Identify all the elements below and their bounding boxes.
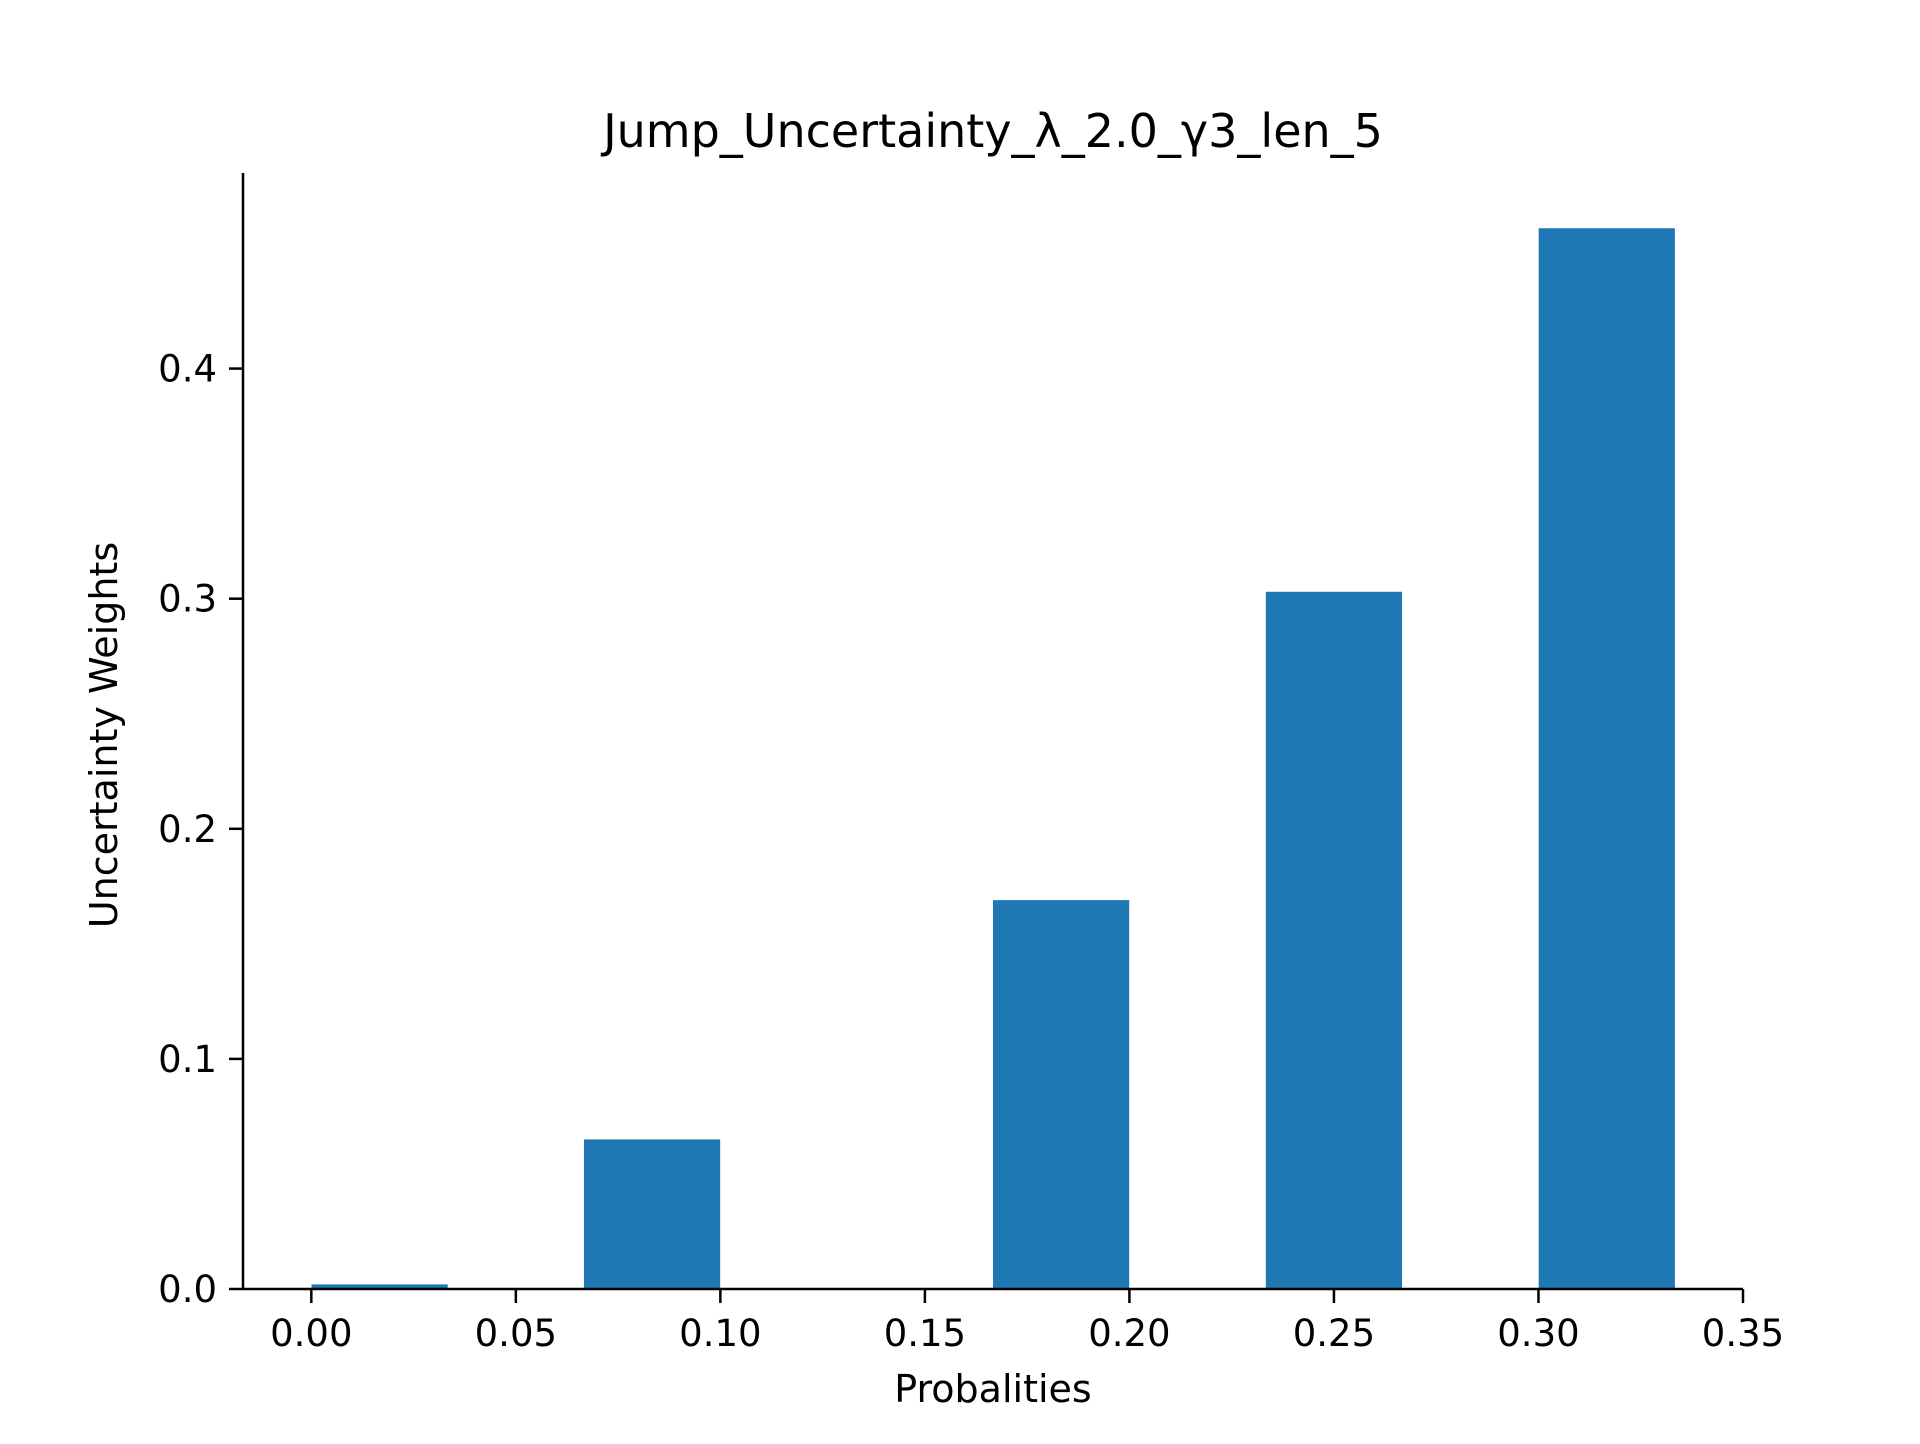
x-tick-label: 0.30 — [1497, 1312, 1579, 1355]
chart-title: Jump_Uncertainty_λ_2.0_γ3_len_5 — [600, 104, 1383, 158]
x-ticks: 0.00 0.05 0.10 0.15 0.20 0.25 0.30 0.35 — [270, 1289, 1784, 1355]
bar-3 — [1265, 591, 1403, 1289]
x-tick-label: 0.35 — [1702, 1312, 1784, 1355]
y-tick-label: 0.4 — [158, 348, 217, 391]
y-ticks: 0.0 0.1 0.2 0.3 0.4 — [158, 348, 243, 1311]
y-axis-label: Uncertainty Weights — [82, 542, 126, 928]
y-tick-label: 0.2 — [158, 808, 217, 851]
y-tick-label: 0.3 — [158, 578, 217, 621]
bar-0 — [311, 1284, 448, 1289]
x-tick-label: 0.20 — [1088, 1312, 1170, 1355]
x-tick-label: 0.15 — [884, 1312, 966, 1355]
bar-1 — [583, 1139, 721, 1289]
x-tick-label: 0.00 — [270, 1312, 352, 1355]
x-tick-label: 0.10 — [679, 1312, 761, 1355]
y-tick-label: 0.1 — [158, 1038, 217, 1081]
x-tick-label: 0.05 — [475, 1312, 557, 1355]
bar-4 — [1538, 228, 1675, 1290]
axes-layer — [241, 173, 1743, 1291]
x-tick-label: 0.25 — [1293, 1312, 1375, 1355]
y-tick-label: 0.0 — [158, 1268, 217, 1311]
x-axis-label: Probalities — [894, 1367, 1091, 1411]
bar-2 — [993, 900, 1130, 1289]
bars-layer — [311, 228, 1675, 1290]
